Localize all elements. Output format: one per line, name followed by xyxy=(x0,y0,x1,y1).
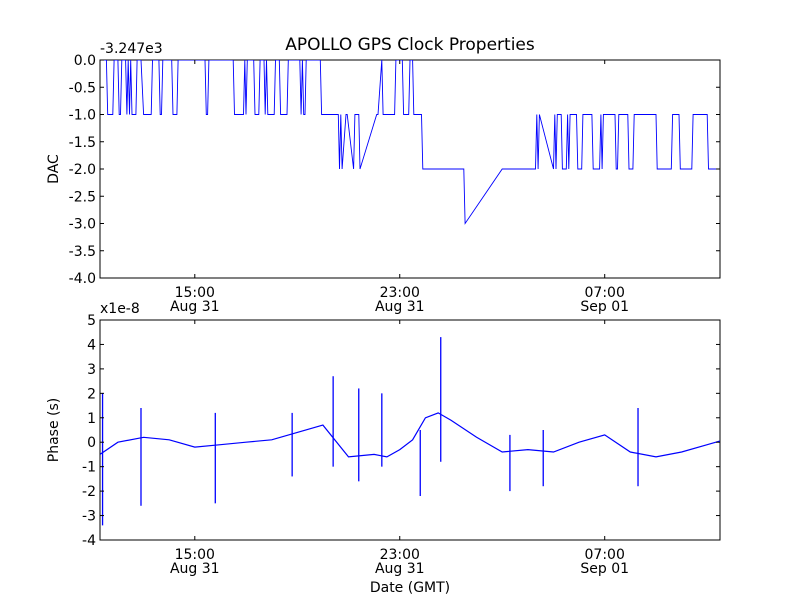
phase-ylabel: Phase (s) xyxy=(46,398,62,462)
phase-ytick-label-2: 3 xyxy=(87,362,96,378)
dac-ylabel: DAC xyxy=(46,154,62,184)
dac-xtick-label-date-2: Sep 01 xyxy=(580,299,629,315)
dac-xtick-label-time-1: 23:00 xyxy=(380,285,420,301)
phase-xtick-label-time-2: 07:00 xyxy=(585,547,625,563)
dac-offset-label: -3.247e3 xyxy=(100,41,163,57)
phase-series-line xyxy=(100,412,720,458)
phase-ytick-label-4: 1 xyxy=(87,411,96,427)
dac-xtick-label-date-0: Aug 31 xyxy=(170,299,220,315)
phase-ytick-label-6: -1 xyxy=(82,460,96,476)
dac-ytick-label-2: -1.0 xyxy=(69,108,96,124)
phase-ytick-label-5: 0 xyxy=(87,435,96,451)
phase-xtick-label-date-2: Sep 01 xyxy=(580,561,629,577)
dac-xtick-label-time-0: 15:00 xyxy=(175,285,215,301)
phase-ytick-label-9: -4 xyxy=(82,533,96,549)
phase-xtick-label-time-1: 23:00 xyxy=(380,547,420,563)
dac-ytick-label-6: -3.0 xyxy=(69,217,96,233)
dac-series-line xyxy=(100,60,720,225)
phase-xtick-label-date-0: Aug 31 xyxy=(170,561,220,577)
dac-ytick-label-4: -2.0 xyxy=(69,162,96,178)
dac-ytick-label-3: -1.5 xyxy=(69,135,96,151)
phase-xlabel: Date (GMT) xyxy=(370,580,450,596)
phase-offset-label: x1e-8 xyxy=(100,301,140,317)
chart-title: APOLLO GPS Clock Properties xyxy=(285,35,535,55)
phase-ytick-label-8: -3 xyxy=(82,509,96,525)
dac-ytick-label-0: 0.0 xyxy=(74,53,96,69)
dac-panel: 0.0 -0.5 -1.0 -1.5 -2.0 -2.5 -3.0 -3.5 -4.0 15:00… xyxy=(46,41,721,315)
dac-xtick-label-date-1: Aug 31 xyxy=(375,299,425,315)
phase-ytick-label-1: 4 xyxy=(87,337,96,353)
phase-ytick-label-7: -2 xyxy=(82,484,96,500)
dac-axes-frame xyxy=(99,59,721,279)
phase-ytick-label-0: 5 xyxy=(87,313,96,329)
dac-ytick-label-1: -0.5 xyxy=(69,80,96,96)
phase-axes-frame xyxy=(99,319,721,541)
dac-ytick-label-7: -3.5 xyxy=(69,244,96,260)
phase-ytick-label-3: 2 xyxy=(87,386,96,402)
phase-xtick-label-time-0: 15:00 xyxy=(175,547,215,563)
phase-xtick-label-date-1: Aug 31 xyxy=(375,561,425,577)
dac-ytick-label-8: -4.0 xyxy=(69,271,96,287)
dac-ytick-label-5: -2.5 xyxy=(69,189,96,205)
dac-xtick-label-time-2: 07:00 xyxy=(585,285,625,301)
